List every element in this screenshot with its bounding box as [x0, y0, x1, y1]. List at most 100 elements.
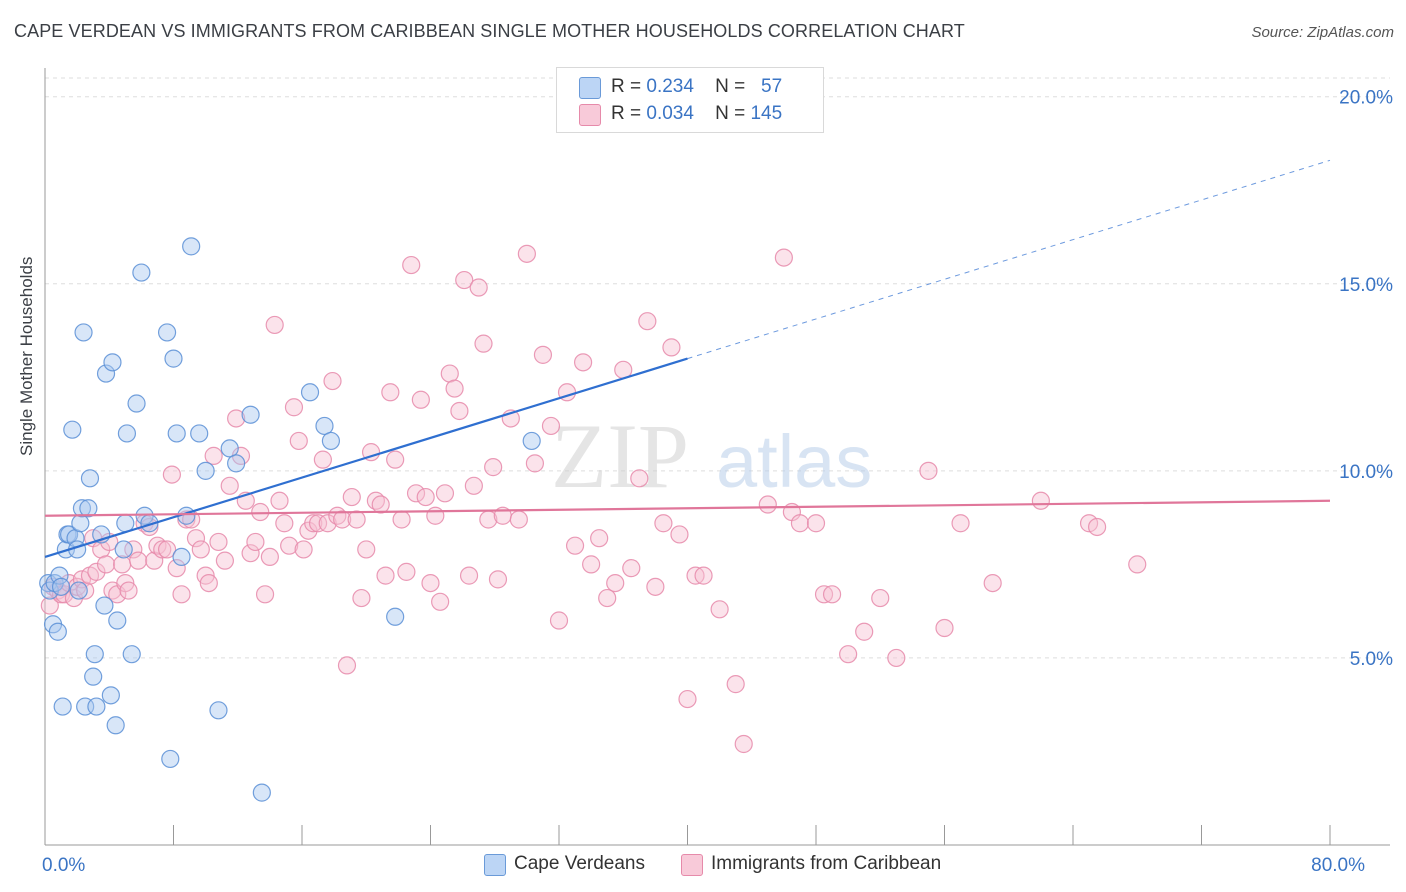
caribbean-point [871, 588, 890, 608]
caribbean-point [450, 401, 469, 421]
caribbean-point [392, 510, 411, 529]
cape-verdean-point [74, 323, 93, 342]
caribbean-point [215, 551, 234, 570]
x-tick-label: 0.0% [42, 855, 85, 876]
legend-text: R = 0.034 N = 145 [611, 103, 782, 125]
cape-verdean-point [127, 394, 146, 413]
caribbean-point [255, 585, 275, 604]
cape-verdean-point [80, 469, 100, 488]
bottom-legend-swatch-blue [484, 854, 506, 876]
legend-r-value: 0.234 [646, 76, 694, 97]
cape-verdean-point [48, 622, 67, 641]
caribbean-point [662, 338, 681, 357]
caribbean-point [308, 514, 328, 533]
cape-verdean-point [161, 749, 180, 769]
caribbean-point [541, 416, 561, 436]
correlation-legend: R = 0.234 N = 57 R = 0.034 N = 145 [556, 67, 824, 133]
caribbean-point [758, 495, 777, 514]
cape-verdean-point [84, 667, 103, 686]
caribbean-point [606, 573, 625, 593]
caribbean-point [87, 562, 106, 581]
caribbean-point [426, 506, 445, 525]
caribbean-point [517, 244, 536, 263]
cape-verdean-point [300, 383, 320, 402]
chart-title: CAPE VERDEAN VS IMMIGRANTS FROM CARIBBEA… [14, 21, 965, 41]
caribbean-point [951, 514, 970, 533]
y-tick-label: 15.0% [1339, 275, 1393, 296]
caribbean-point [96, 555, 116, 574]
caribbean-point [525, 454, 545, 473]
axis-layer [44, 68, 1390, 846]
caribbean-point [124, 540, 143, 559]
y-tick-label: 5.0% [1350, 649, 1393, 670]
caribbean-point [1031, 491, 1050, 510]
x-tick-label: 80.0% [1311, 855, 1365, 876]
caribbean-point [855, 622, 874, 641]
caribbean-point [445, 379, 464, 398]
caribbean-point [191, 540, 210, 559]
caribbean-point [734, 734, 753, 754]
caribbean-point [284, 398, 304, 417]
caribbean-point [402, 255, 421, 275]
caribbean-point [112, 555, 132, 574]
caribbean-point [199, 573, 218, 593]
cape-verdean-point [96, 364, 116, 383]
cape-verdean-point [71, 514, 90, 533]
caribbean-point [509, 510, 528, 529]
cape-verdean-point [321, 431, 341, 451]
caribbean-point [464, 476, 483, 495]
cape-verdean-trend-extension [687, 159, 1331, 360]
caribbean-point [790, 514, 810, 533]
caribbean-point [774, 248, 793, 267]
cape-verdean-point [79, 499, 98, 518]
caribbean-point [638, 312, 657, 331]
caribbean-point [397, 562, 416, 581]
caribbean-point [352, 588, 371, 608]
bottom-legend-label: Cape Verdeans [514, 853, 645, 874]
caribbean-point [153, 540, 172, 559]
tick-label-layer: 5.0% 10.0% 15.0% 20.0% 0.0% 80.0% [42, 88, 1393, 876]
caribbean-point [119, 581, 138, 600]
caribbean-point [435, 484, 455, 503]
caribbean-point [313, 450, 332, 469]
caribbean-point [167, 559, 186, 578]
caribbean-point [246, 532, 265, 552]
caribbean-point [1128, 555, 1147, 574]
cape-verdean-point [172, 547, 191, 567]
caribbean-point [565, 536, 585, 555]
caribbean-point [919, 461, 938, 480]
cape-verdean-point [386, 607, 405, 626]
caribbean-point [678, 689, 697, 709]
caribbean-point [488, 570, 508, 589]
watermark-atlas: atlas [716, 420, 872, 503]
caribbean-point [275, 514, 294, 533]
cape-verdean-point [72, 499, 92, 518]
caribbean-point [371, 495, 390, 514]
caribbean-point [416, 487, 435, 507]
caribbean-point [129, 551, 148, 570]
caribbean-point [157, 540, 177, 559]
watermark: ZIP atlas [551, 405, 872, 507]
legend-r-label: R = [611, 103, 642, 124]
legend-n-value: 57 [761, 76, 783, 97]
caribbean-point [822, 585, 842, 604]
caribbean-point [333, 510, 352, 529]
trend-layer [44, 159, 1331, 558]
cape-verdean-point [196, 461, 215, 480]
points-layer [39, 237, 1147, 802]
cape-verdean-point [122, 645, 141, 664]
caribbean-point [670, 525, 689, 544]
caribbean-point [172, 585, 191, 604]
caribbean-point [289, 431, 308, 451]
caribbean-point [710, 600, 729, 619]
cape-verdean-point [87, 697, 106, 716]
cape-verdean-point [132, 263, 151, 282]
caribbean-point [654, 514, 673, 533]
y-tick-label: 10.0% [1339, 462, 1393, 483]
caribbean-point [469, 278, 488, 297]
caribbean-point [204, 446, 223, 465]
y-tick-label: 20.0% [1339, 88, 1393, 109]
watermark-zip: ZIP [551, 405, 689, 507]
caribbean-point [484, 458, 503, 477]
